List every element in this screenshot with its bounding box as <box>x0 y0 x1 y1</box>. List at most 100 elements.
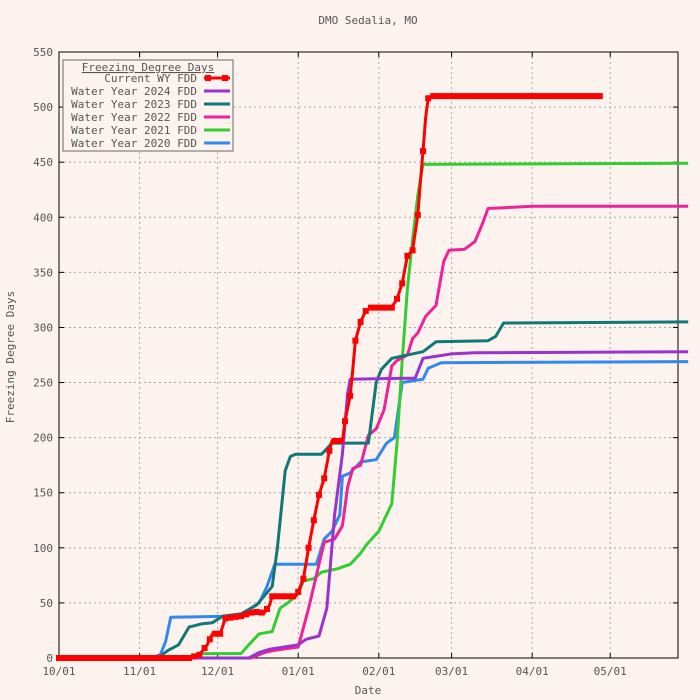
series-point <box>586 93 593 100</box>
series-point <box>347 392 354 399</box>
tick-layer: 0 50 100 150 200 250 300 350 400 450 500 550 10/01 11… <box>33 46 678 678</box>
legend-label: Water Year 2024 FDD <box>71 85 197 98</box>
series-point <box>409 247 416 254</box>
series-point <box>232 613 239 620</box>
series-point <box>206 636 213 643</box>
series-point <box>336 437 343 444</box>
series-point <box>440 93 447 100</box>
series-point <box>170 655 177 661</box>
series-point <box>269 593 276 600</box>
series-point <box>508 93 515 100</box>
series-point <box>414 212 421 219</box>
series-point <box>264 605 270 612</box>
series-point <box>248 609 255 616</box>
y-tick-label: 400 <box>33 211 53 224</box>
grid-layer <box>59 52 678 658</box>
series-point <box>425 95 432 102</box>
series-point <box>175 655 182 661</box>
series-point <box>492 93 499 100</box>
series-point <box>581 93 588 100</box>
series-point <box>357 318 364 325</box>
series-point <box>446 93 452 100</box>
y-tick-label: 200 <box>33 432 53 445</box>
y-tick-label: 350 <box>33 266 53 279</box>
series-point <box>196 651 203 658</box>
series-point <box>503 93 510 100</box>
series-point <box>165 655 172 661</box>
series-point <box>212 630 218 637</box>
series-point <box>596 93 603 100</box>
series-line <box>59 320 689 660</box>
series-point <box>243 611 250 618</box>
series-point <box>560 93 567 100</box>
series-point <box>352 337 359 344</box>
y-axis-label: Freezing Degree Days <box>4 291 17 423</box>
series-point <box>472 93 478 100</box>
series-point <box>316 491 322 498</box>
series-point <box>217 630 224 637</box>
series-point <box>123 655 130 661</box>
legend-label: Water Year 2020 FDD <box>71 137 197 150</box>
series-point <box>420 148 426 155</box>
legend-label: Water Year 2022 FDD <box>71 111 197 124</box>
series-point <box>71 655 78 661</box>
series-point <box>300 575 307 582</box>
series-point <box>76 655 83 661</box>
series-point <box>87 655 94 661</box>
y-tick-label: 50 <box>40 597 53 610</box>
series-point <box>513 93 520 100</box>
series-point <box>451 93 458 100</box>
series-line <box>59 161 689 660</box>
legend-label: Current WY FDD <box>104 72 197 85</box>
series-point <box>524 93 530 100</box>
series-point <box>284 593 291 600</box>
legend-title: Freezing Degree Days <box>82 61 214 74</box>
series-point <box>456 93 463 100</box>
legend-label: Water Year 2021 FDD <box>71 124 197 137</box>
series-point <box>149 655 156 661</box>
plot-frame <box>58 51 679 659</box>
y-tick-label: 500 <box>33 101 53 114</box>
series-point <box>399 280 406 287</box>
x-tick-label: 10/01 <box>42 665 75 678</box>
x-tick-label: 12/01 <box>201 665 234 678</box>
series-point <box>518 93 525 100</box>
series-point <box>113 655 120 661</box>
series-point <box>388 304 395 311</box>
y-tick-label: 150 <box>33 487 53 500</box>
y-tick-label: 550 <box>33 46 53 59</box>
series-point <box>139 655 146 661</box>
series-point <box>227 614 234 621</box>
series-point <box>326 447 333 454</box>
series-point <box>430 93 437 100</box>
series-point <box>92 655 99 661</box>
series-point <box>466 93 473 100</box>
series-point <box>144 655 151 661</box>
series-point <box>134 655 140 661</box>
x-tick-label: 04/01 <box>516 665 549 678</box>
series-point <box>154 655 161 661</box>
y-tick-label: 100 <box>33 542 53 555</box>
series-point <box>97 655 104 661</box>
series-point <box>258 609 265 616</box>
series-point <box>555 93 562 100</box>
series-point <box>61 655 68 661</box>
series-point <box>82 655 88 661</box>
series-point <box>295 588 302 595</box>
series-point <box>576 93 582 100</box>
series-point <box>56 655 62 661</box>
series-point <box>529 93 536 100</box>
series-point <box>461 93 468 100</box>
series-point <box>570 93 577 100</box>
series-point <box>290 593 296 600</box>
series-point <box>482 93 489 100</box>
series-point <box>191 653 198 660</box>
series-point <box>477 93 484 100</box>
x-tick-label: 03/01 <box>435 665 468 678</box>
legend-marker <box>205 75 211 81</box>
series-point <box>108 655 114 661</box>
series-line <box>59 350 689 660</box>
series-point <box>222 615 229 622</box>
